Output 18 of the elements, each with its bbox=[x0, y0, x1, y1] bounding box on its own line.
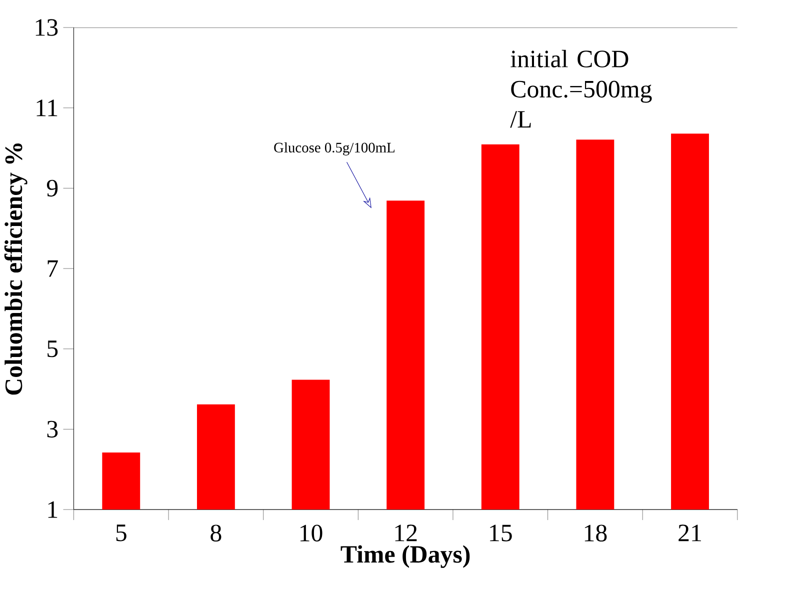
x-tick-label: 21 bbox=[678, 524, 701, 542]
x-tick-label: 8 bbox=[210, 524, 222, 542]
x-tick-label: 18 bbox=[584, 524, 607, 542]
annotation: Glucose 0.5g/100mL bbox=[274, 142, 394, 156]
x-tick-label: 12 bbox=[395, 524, 417, 542]
y-tick-label: 11 bbox=[36, 100, 58, 116]
y-tick-label: 3 bbox=[47, 420, 58, 438]
x-tick-label: 5 bbox=[116, 524, 126, 542]
y-tick-label: 5 bbox=[48, 340, 58, 358]
x-tick-label: 15 bbox=[490, 524, 512, 542]
x-tick-label: 10 bbox=[300, 524, 322, 542]
y-tick-label: 7 bbox=[48, 260, 58, 277]
y-tick-label: 13 bbox=[36, 19, 58, 36]
annotation: initial COD Conc.=500mg /L bbox=[510, 50, 652, 128]
y-tick-label: 1 bbox=[48, 501, 58, 518]
x-axis-title: Time (Days) bbox=[340, 545, 470, 568]
y-tick-label: 9 bbox=[46, 180, 58, 197]
y-axis-title: Coluombic efficiency % bbox=[4, 144, 28, 395]
